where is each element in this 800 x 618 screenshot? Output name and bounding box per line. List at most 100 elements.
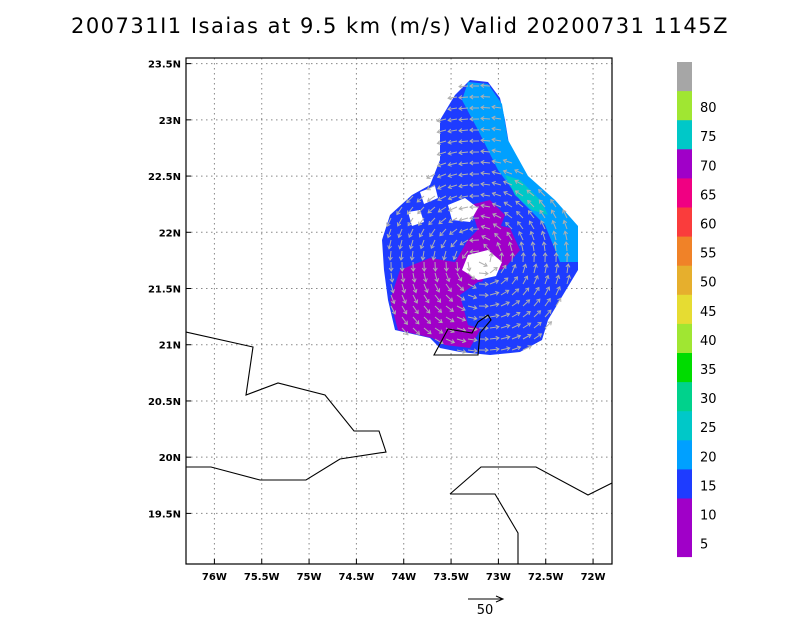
latitude-labels: 23.5N 23N 22.5N 22N 21.5N 21N 20.5N 20N 19.5N [148, 60, 181, 521]
wind-vector-head [547, 321, 553, 326]
color-bar-label: 5 [700, 538, 708, 553]
wind-vector-head [430, 244, 435, 250]
wind-vector-head [491, 137, 496, 143]
wind-vector-head [458, 183, 463, 189]
color-bar-label: 25 [700, 421, 717, 436]
wind-vector [407, 217, 414, 226]
wind-vector [492, 192, 502, 197]
wind-vector [533, 275, 539, 285]
wind-vector-head [472, 284, 477, 289]
wind-vector [469, 250, 480, 253]
wind-vector [511, 323, 521, 329]
wind-vector-head [408, 245, 414, 250]
wind-vector-head [414, 309, 419, 315]
wind-vector-head [536, 310, 542, 315]
wind-vector-head [536, 298, 541, 303]
wind-vector-head [469, 182, 474, 188]
wind-vector [492, 182, 502, 186]
wind-vector-head [504, 277, 509, 282]
wind-vector-head [480, 138, 485, 143]
wind-vector [543, 242, 546, 252]
color-bar-swatch [677, 469, 692, 499]
wind-vector-head [426, 186, 431, 191]
wind-vector-head [458, 128, 463, 133]
wind-vector-head [390, 289, 395, 294]
wind-vector [432, 250, 436, 260]
wind-vector-head [495, 313, 500, 319]
wind-vector [533, 322, 542, 329]
wind-vector-head [512, 263, 517, 269]
color-bar-swatch [677, 498, 692, 528]
wind-vector [506, 232, 513, 241]
wind-vector [526, 189, 535, 197]
wind-vector [458, 96, 469, 99]
wind-vector-head [495, 302, 500, 308]
color-bar-swatch [677, 265, 692, 296]
wind-vector-head [494, 232, 499, 238]
wind-vector-head [526, 322, 532, 327]
wind-vector-head [484, 325, 489, 331]
wind-vector [411, 250, 414, 260]
wind-vector-head [438, 220, 443, 225]
wind-vector-head [419, 244, 425, 250]
wind-vector [400, 250, 403, 260]
wind-vector [538, 189, 546, 197]
wind-vector-head [426, 309, 431, 314]
wind-vector-head [436, 140, 441, 146]
wind-vector-head [542, 252, 548, 257]
wind-vector-head [480, 192, 485, 198]
wind-vector-head [494, 279, 500, 284]
wind-vector-head [462, 338, 467, 344]
wind-vector [426, 173, 436, 179]
wind-vector-head [428, 220, 433, 226]
wind-vector [445, 338, 455, 344]
wind-vector-head [398, 256, 404, 261]
wind-vector [529, 220, 535, 230]
data-gap-north [448, 198, 478, 222]
wind-vector-head [427, 330, 432, 335]
wind-vector [522, 345, 532, 351]
wind-vector-head [452, 255, 457, 261]
wind-vector [554, 242, 557, 252]
wind-vector-head [504, 211, 509, 217]
wind-vector-head [557, 297, 562, 302]
wind-vector [555, 298, 562, 307]
wind-vector [448, 195, 458, 200]
wind-vector-head [462, 349, 467, 354]
wind-vector-head [458, 161, 463, 167]
wind-vector [390, 272, 393, 282]
color-bar-swatch [677, 178, 692, 208]
wind-vector-head [473, 348, 478, 354]
lon-tick-label: 75W [297, 572, 322, 583]
lat-tick-label: 22N [159, 228, 181, 239]
map-title: 200731I1 Isaias at 9.5 km (m/s) Valid 20… [70, 14, 730, 38]
wind-vector [445, 327, 455, 333]
wind-vector-head [449, 230, 454, 235]
wind-vector-head [436, 298, 442, 303]
wind-vector [553, 231, 557, 241]
wind-vector [456, 316, 466, 321]
wind-vector-head [516, 323, 521, 328]
wind-vector-head [398, 245, 403, 250]
wind-vector [539, 210, 546, 219]
wind-vector-head [491, 148, 496, 154]
wind-vector [494, 233, 502, 241]
wind-vector-head [436, 174, 442, 179]
wind-vector-head [459, 286, 465, 291]
wind-vector-head [404, 331, 409, 336]
color-bar-swatch [677, 382, 692, 412]
wind-vector [566, 264, 569, 274]
wind-vector [489, 326, 499, 329]
wind-vector [492, 128, 502, 131]
color-bar-label: 45 [700, 305, 717, 320]
color-bar-swatch [677, 294, 692, 325]
wind-vector-head [426, 174, 431, 180]
wind-vector-head [448, 218, 453, 224]
wind-vector [434, 327, 443, 334]
wind-vector [544, 264, 548, 274]
reference-vector-label: 50 [477, 603, 494, 618]
wind-vector [390, 283, 394, 293]
wind-vector [459, 217, 469, 221]
wind-vector-head [426, 197, 432, 202]
